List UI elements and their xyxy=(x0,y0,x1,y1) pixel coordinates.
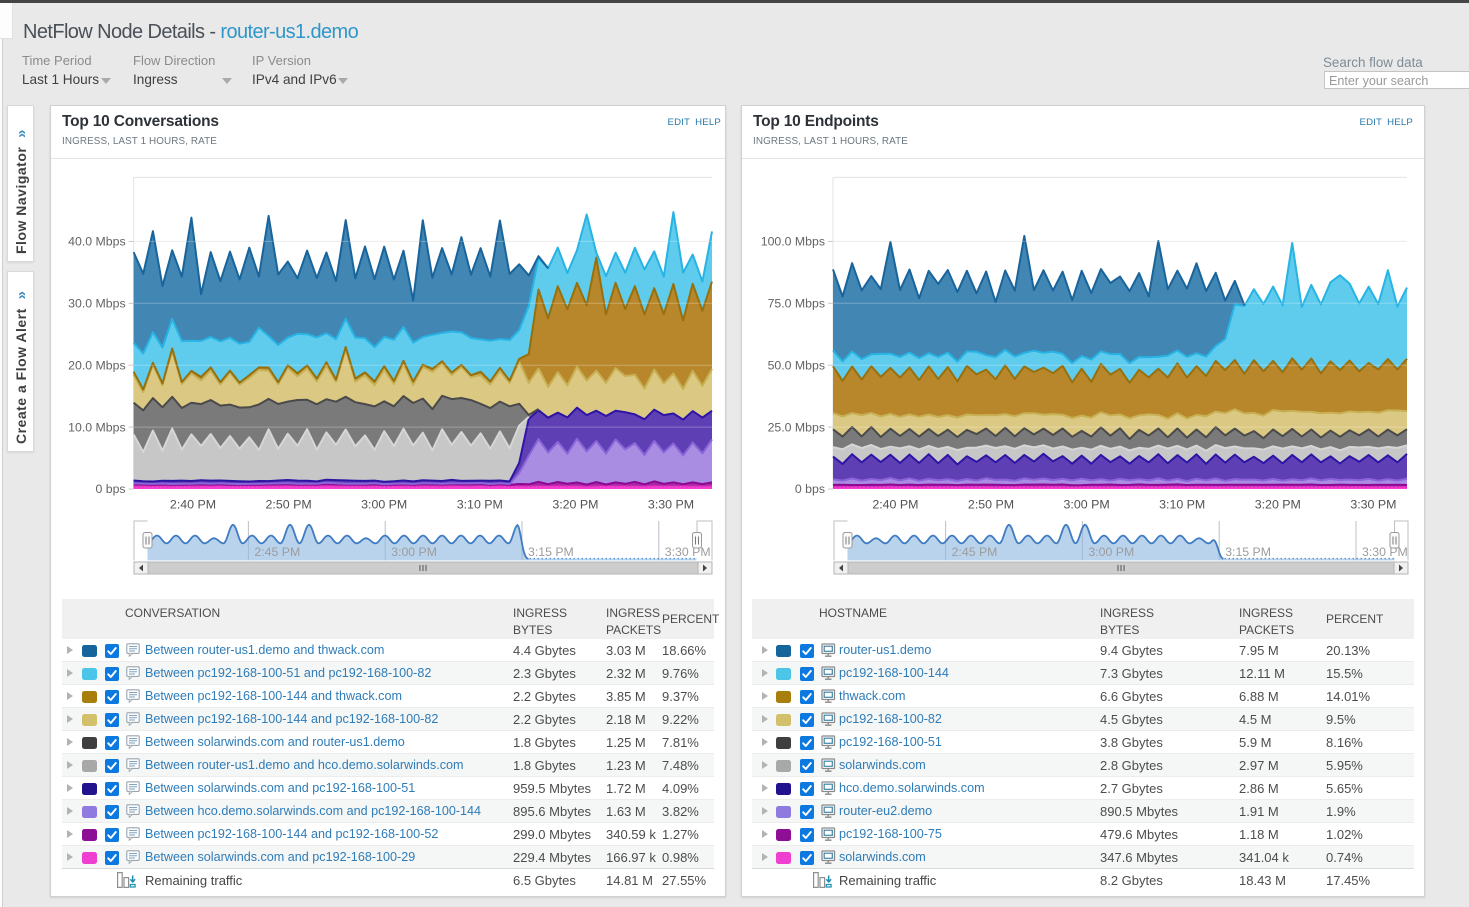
svg-text:2:45 PM: 2:45 PM xyxy=(952,545,998,559)
svg-text:20.0 Mbps: 20.0 Mbps xyxy=(68,358,125,372)
svg-text:10.0 Mbps: 10.0 Mbps xyxy=(68,420,125,434)
svg-text:3:15 PM: 3:15 PM xyxy=(1225,545,1271,559)
svg-text:40.0 Mbps: 40.0 Mbps xyxy=(68,235,125,249)
svg-text:3:30 PM: 3:30 PM xyxy=(1350,498,1396,512)
svg-text:100.0 Mbps: 100.0 Mbps xyxy=(761,235,825,249)
svg-text:0 bps: 0 bps xyxy=(795,482,825,496)
svg-text:3:00 PM: 3:00 PM xyxy=(361,498,407,512)
svg-text:30.0 Mbps: 30.0 Mbps xyxy=(68,297,125,311)
svg-text:3:15 PM: 3:15 PM xyxy=(528,545,574,559)
svg-text:25.0 Mbps: 25.0 Mbps xyxy=(768,420,825,434)
svg-text:2:45 PM: 2:45 PM xyxy=(254,545,300,559)
svg-text:3:10 PM: 3:10 PM xyxy=(1159,498,1205,512)
svg-text:2:50 PM: 2:50 PM xyxy=(968,498,1014,512)
svg-text:3:00 PM: 3:00 PM xyxy=(1064,498,1110,512)
svg-text:3:10 PM: 3:10 PM xyxy=(457,498,503,512)
svg-text:3:20 PM: 3:20 PM xyxy=(1255,498,1301,512)
svg-text:2:40 PM: 2:40 PM xyxy=(170,498,216,512)
svg-text:50.0 Mbps: 50.0 Mbps xyxy=(768,358,825,372)
svg-text:3:20 PM: 3:20 PM xyxy=(552,498,598,512)
svg-text:2:40 PM: 2:40 PM xyxy=(872,498,918,512)
svg-text:3:00 PM: 3:00 PM xyxy=(1088,545,1134,559)
svg-text:3:00 PM: 3:00 PM xyxy=(391,545,437,559)
svg-text:3:30 PM: 3:30 PM xyxy=(665,545,711,559)
svg-text:3:30 PM: 3:30 PM xyxy=(648,498,694,512)
svg-text:3:30 PM: 3:30 PM xyxy=(1362,545,1408,559)
svg-text:75.0 Mbps: 75.0 Mbps xyxy=(768,297,825,311)
svg-text:0 bps: 0 bps xyxy=(96,482,126,496)
svg-text:2:50 PM: 2:50 PM xyxy=(266,498,312,512)
